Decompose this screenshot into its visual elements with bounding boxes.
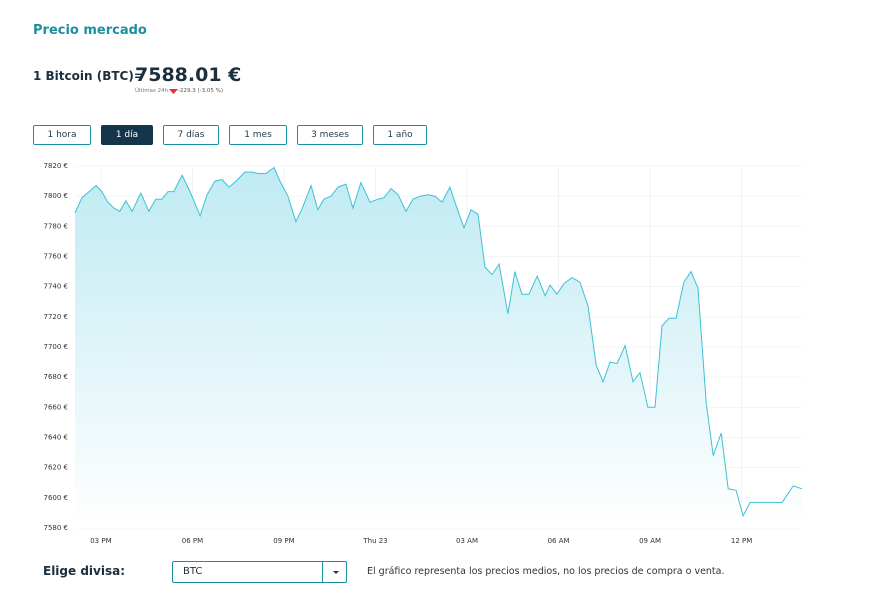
range-button[interactable]: 1 año — [373, 125, 427, 145]
x-tick-label: 09 PM — [273, 537, 294, 545]
range-button[interactable]: 1 hora — [33, 125, 91, 145]
range-button[interactable]: 1 día — [101, 125, 153, 145]
select-arrow — [333, 571, 339, 574]
y-tick-label: 7640 € — [44, 434, 69, 442]
y-tick-label: 7800 € — [44, 192, 69, 200]
y-tick-label: 7680 € — [44, 373, 69, 381]
y-tick-label: 7820 € — [44, 162, 69, 170]
y-tick-label: 7620 € — [44, 464, 69, 472]
x-tick-label: 09 AM — [639, 537, 661, 545]
title: Precio mercado — [33, 23, 147, 38]
y-tick-label: 7660 € — [44, 403, 69, 411]
y-tick-label: 7600 € — [44, 494, 69, 502]
currency-value: BTC — [183, 566, 203, 577]
y-tick-label: 7780 € — [44, 222, 69, 230]
note: El gráfico representa los precios medios… — [367, 566, 725, 577]
y-tick-label: 7720 € — [44, 313, 69, 321]
currency-select[interactable]: BTC — [172, 561, 347, 583]
price-line — [74, 166, 803, 518]
price: 7588.01 € — [135, 64, 242, 86]
x-tick-label: 06 PM — [182, 537, 203, 545]
range-button[interactable]: 3 meses — [297, 125, 363, 145]
currency-label: Elige divisa: — [43, 564, 126, 578]
change-period: Últimas 24h — [135, 88, 169, 94]
rate-label: 1 Bitcoin (BTC)= — [33, 69, 144, 83]
x-tick-label: 03 PM — [90, 537, 111, 545]
select-separator — [322, 562, 323, 582]
x-tick-label: 03 AM — [456, 537, 478, 545]
change: -229.3 (-3.05 %) — [178, 88, 223, 94]
chart: 7580 € 7600 € 7620 € 7640 € 7660 € 7680 € 7700… — [44, 162, 803, 545]
y-tick-label: 7760 € — [44, 253, 69, 261]
range-button[interactable]: 1 mes — [229, 125, 287, 145]
y-tick-label: 7700 € — [44, 343, 69, 351]
x-tick-label: 12 PM — [731, 537, 752, 545]
down-arrow — [169, 89, 178, 94]
range-button[interactable]: 7 días — [163, 125, 219, 145]
y-tick-label: 7580 € — [44, 524, 69, 532]
area-fill — [75, 167, 802, 528]
y-tick-label: 7740 € — [44, 283, 69, 291]
x-tick-label: Thu 23 — [362, 537, 387, 545]
x-tick-label: 06 AM — [548, 537, 570, 545]
